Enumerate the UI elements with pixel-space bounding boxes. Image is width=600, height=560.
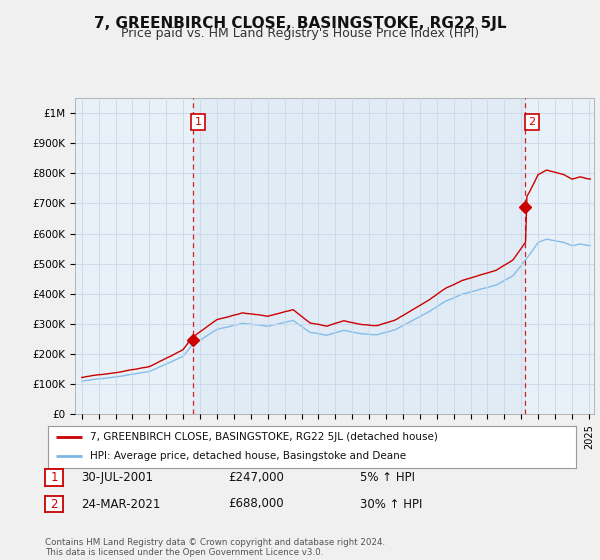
Text: £247,000: £247,000 (228, 470, 284, 484)
Text: £688,000: £688,000 (228, 497, 284, 511)
Bar (193, 98, 525, 414)
Text: 2: 2 (50, 497, 58, 511)
Text: 24-MAR-2021: 24-MAR-2021 (81, 497, 160, 511)
Text: 7, GREENBIRCH CLOSE, BASINGSTOKE, RG22 5JL: 7, GREENBIRCH CLOSE, BASINGSTOKE, RG22 5… (94, 16, 506, 31)
Text: 30-JUL-2001: 30-JUL-2001 (81, 470, 153, 484)
Text: Price paid vs. HM Land Registry's House Price Index (HPI): Price paid vs. HM Land Registry's House … (121, 27, 479, 40)
Text: 1: 1 (194, 117, 202, 127)
Text: 7, GREENBIRCH CLOSE, BASINGSTOKE, RG22 5JL (detached house): 7, GREENBIRCH CLOSE, BASINGSTOKE, RG22 5… (90, 432, 438, 442)
Text: 2: 2 (529, 117, 536, 127)
Text: Contains HM Land Registry data © Crown copyright and database right 2024.
This d: Contains HM Land Registry data © Crown c… (45, 538, 385, 557)
Text: 5% ↑ HPI: 5% ↑ HPI (360, 470, 415, 484)
Text: 30% ↑ HPI: 30% ↑ HPI (360, 497, 422, 511)
Text: HPI: Average price, detached house, Basingstoke and Deane: HPI: Average price, detached house, Basi… (90, 451, 406, 461)
Text: 1: 1 (50, 470, 58, 484)
